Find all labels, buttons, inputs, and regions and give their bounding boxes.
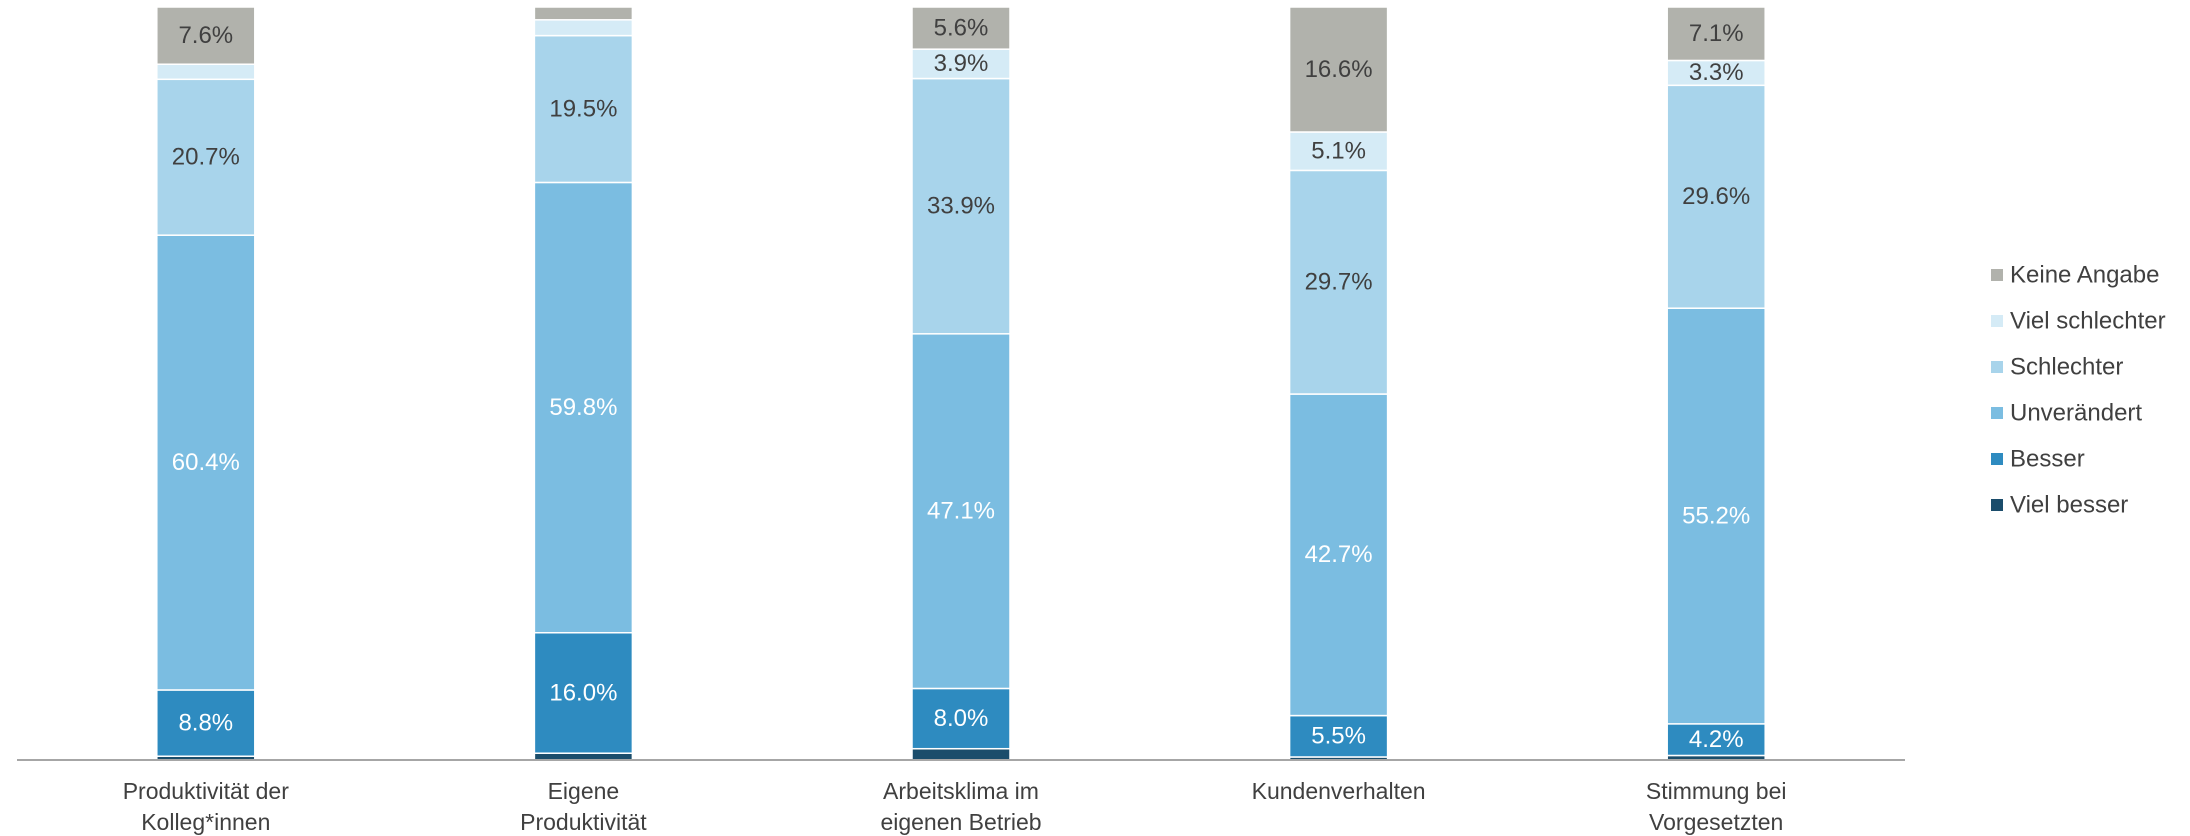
x-tick-label: Stimmung bei Vorgesetzten <box>1645 778 1787 835</box>
data-label: 29.7% <box>1305 269 1373 296</box>
data-label: 33.9% <box>927 193 995 220</box>
legend-label: Besser <box>2010 445 2085 472</box>
bar-segment <box>533 181 634 634</box>
bar-segment <box>533 34 634 184</box>
data-label: 20.7% <box>172 144 240 171</box>
bar-segment <box>156 63 256 81</box>
legend-swatch <box>1991 499 2003 511</box>
data-label: 4.2% <box>1689 726 1744 753</box>
bar-segment <box>156 78 256 236</box>
bar-segment <box>1288 169 1389 395</box>
legend-swatch <box>1991 361 2003 373</box>
data-label: 3.3% <box>1689 59 1744 86</box>
data-label: 3.9% <box>934 50 989 77</box>
x-tick-label: Kundenverhalten <box>1251 778 1426 804</box>
bar-segment <box>1666 84 1766 309</box>
bar-segment <box>156 689 256 757</box>
data-label: 55.2% <box>1682 502 1750 529</box>
data-label: 16.0% <box>549 679 617 706</box>
bar-segment <box>1288 131 1389 172</box>
bar-segment <box>1288 393 1389 717</box>
bar-segment <box>1666 723 1766 757</box>
legend-swatch <box>1991 269 2003 281</box>
data-label: 7.1% <box>1689 20 1744 47</box>
legend-swatch <box>1991 453 2003 465</box>
legend-label: Viel schlechter <box>2010 307 2166 334</box>
bar-segment <box>156 234 256 691</box>
bar-segment <box>156 6 256 65</box>
legend-swatch <box>1991 315 2003 327</box>
data-label: 16.6% <box>1305 56 1373 83</box>
legend-label: Schlechter <box>2010 353 2123 380</box>
data-label: 60.4% <box>172 449 240 476</box>
bar-segment <box>911 6 1011 50</box>
data-label: 29.6% <box>1682 183 1750 210</box>
data-label: 59.8% <box>549 394 617 421</box>
bar-segment <box>533 752 634 761</box>
bar-segment <box>1666 307 1766 725</box>
data-label: 5.1% <box>1311 138 1366 165</box>
bar-segment <box>1288 714 1389 758</box>
data-label: 42.7% <box>1305 541 1373 568</box>
x-tick-label: Eigene Produktivität <box>520 778 647 835</box>
data-label: 8.0% <box>934 705 989 732</box>
data-label: 47.1% <box>927 497 995 524</box>
data-label: 8.8% <box>178 709 233 736</box>
bar-segment <box>1666 6 1766 62</box>
legend-label: Viel besser <box>2010 491 2128 518</box>
legend-swatch <box>1991 407 2003 419</box>
bar-segment <box>911 77 1011 335</box>
x-tick-label: Produktivität der Kolleg*innen <box>122 778 289 835</box>
data-label: 5.6% <box>934 14 989 41</box>
data-label: 19.5% <box>549 95 617 122</box>
bar-segment <box>911 747 1011 761</box>
x-tick-label: Arbeitsklima im eigenen Betrieb <box>880 778 1042 835</box>
bar-segment <box>911 687 1011 750</box>
legend-label: Keine Angabe <box>2010 261 2159 288</box>
data-label: 7.6% <box>178 22 233 49</box>
bar-segment <box>911 48 1011 80</box>
legend-label: Unverändert <box>2010 399 2142 426</box>
bar-segment <box>911 333 1011 690</box>
bar-segment <box>533 19 634 37</box>
bar-segment <box>533 6 634 21</box>
bar-segment <box>1288 6 1389 133</box>
data-label: 5.5% <box>1311 723 1366 750</box>
